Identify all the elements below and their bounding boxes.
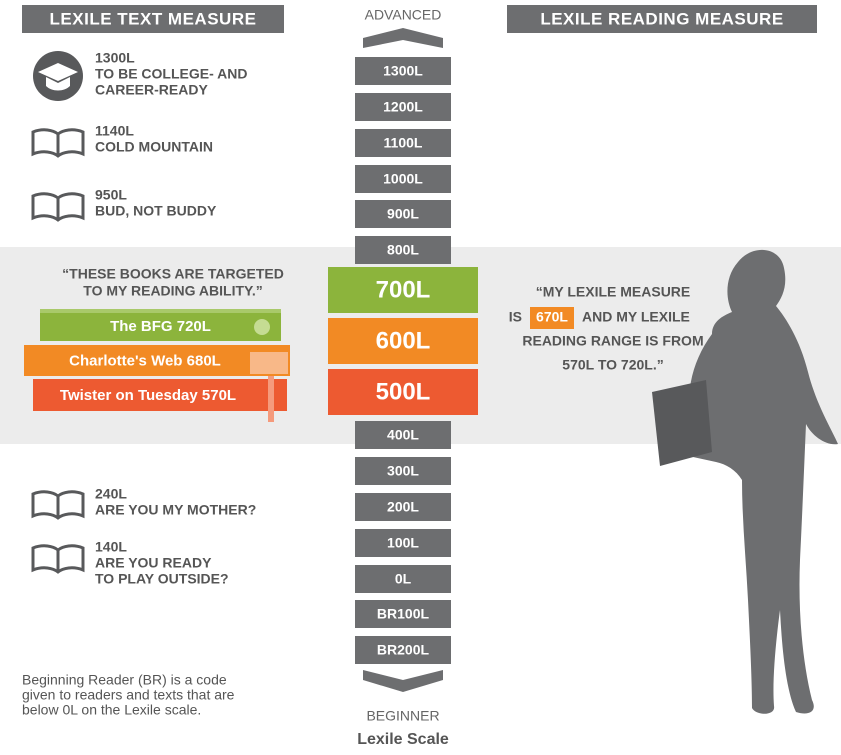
book-spine	[268, 376, 274, 422]
scale-level-label: 300L	[387, 463, 419, 479]
text-title: TO PLAY OUTSIDE?	[95, 571, 229, 587]
scale-level-label: BR200L	[377, 642, 430, 658]
scale-level-label: 1100L	[384, 135, 423, 151]
book-spine	[40, 309, 281, 313]
scale-level-label: 1000L	[383, 171, 423, 187]
text-measure: 240L	[95, 486, 127, 502]
book-title: Twister on Tuesday 570L	[60, 387, 236, 404]
text-title: ARE YOU MY MOTHER?	[95, 502, 256, 518]
scale-level-label: 900L	[387, 206, 419, 222]
text-measure: 950L	[95, 187, 127, 203]
page: { "headers": {"left": "LEXILE TEXT MEASU…	[0, 0, 841, 750]
scale-caption: Lexile Scale	[357, 731, 449, 748]
books-quote: “THESE BOOKS ARE TARGETED	[62, 266, 284, 282]
text-measure: 1140L	[95, 123, 134, 139]
scale-level-label: 200L	[387, 499, 419, 515]
footnote: Beginning Reader (BR) is a code	[22, 672, 227, 688]
book-title: Charlotte's Web 680L	[69, 352, 221, 369]
text-measure: 140L	[95, 539, 127, 555]
scale-level-label: 0L	[395, 571, 412, 587]
book-icon	[33, 194, 83, 220]
scale-level-label: 700L	[376, 276, 431, 303]
reader-measure: 670L	[536, 309, 568, 325]
scale-level-label: 400L	[387, 427, 419, 443]
book-dot	[254, 319, 270, 335]
scale-top: ADVANCED	[365, 7, 442, 23]
scale-level-label: 800L	[387, 242, 419, 258]
header-right: LEXILE READING MEASURE	[540, 9, 783, 28]
book-icon	[33, 492, 83, 518]
down-chevron	[363, 670, 443, 692]
book-icon	[33, 130, 83, 156]
scale-level-label: BR100L	[377, 606, 430, 622]
footnote: given to readers and texts that are	[22, 687, 235, 703]
reader-quote: AND MY LEXILE	[582, 309, 690, 325]
text-title: CAREER-READY	[95, 82, 208, 98]
scale-level-label: 1300L	[383, 63, 423, 79]
header-left: LEXILE TEXT MEASURE	[50, 9, 257, 28]
books-quote: TO MY READING ABILITY.”	[83, 283, 262, 299]
reader-quote: IS	[509, 309, 522, 325]
up-chevron	[363, 28, 443, 48]
scale-level-label: 1200L	[383, 99, 423, 115]
scale-level-label: 100L	[387, 535, 419, 551]
text-title: COLD MOUNTAIN	[95, 139, 213, 155]
reader-quote: “MY LEXILE MEASURE	[536, 284, 691, 300]
scale-level-label: 600L	[376, 327, 431, 354]
book-title: The BFG 720L	[110, 318, 211, 335]
text-measure: 1300L	[95, 50, 135, 66]
book-icon	[33, 546, 83, 572]
infographic: LEXILE TEXT MEASURE LEXILE READING MEASU…	[0, 0, 841, 750]
reader-quote: 570L TO 720L.”	[562, 357, 663, 373]
text-title: TO BE COLLEGE- AND	[95, 66, 247, 82]
text-title: BUD, NOT BUDDY	[95, 203, 217, 219]
book-label	[250, 352, 288, 374]
reader-quote: READING RANGE IS FROM	[522, 333, 703, 349]
text-title: ARE YOU READY	[95, 555, 212, 571]
reader-book	[652, 380, 712, 466]
scale-bottom: BEGINNER	[366, 708, 439, 724]
footnote: below 0L on the Lexile scale.	[22, 702, 201, 718]
scale-level-label: 500L	[376, 378, 431, 405]
